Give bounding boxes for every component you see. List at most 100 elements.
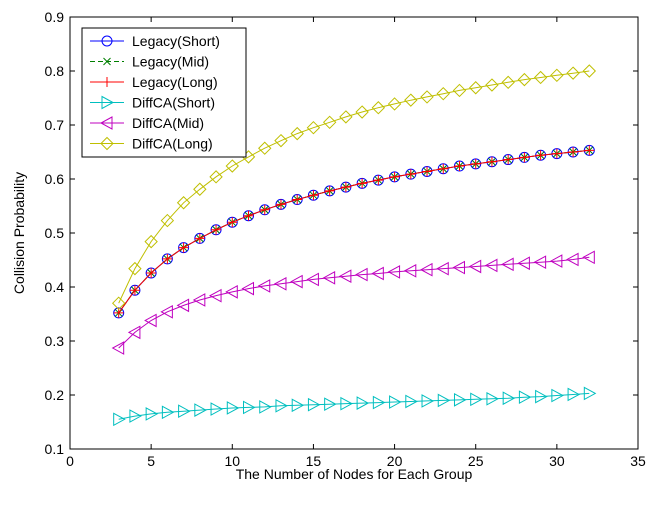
data-point — [422, 166, 433, 177]
data-point — [144, 234, 158, 249]
legend: Legacy(Short) Legacy(Mid) Legacy(Long) Diff… — [81, 27, 247, 158]
data-point — [469, 81, 483, 95]
data-point — [535, 150, 546, 161]
data-point — [324, 185, 335, 196]
data-point — [517, 72, 532, 87]
data-point — [290, 274, 303, 289]
data-point — [194, 233, 205, 244]
x-tick-label: 25 — [468, 453, 484, 469]
data-point — [355, 267, 368, 282]
data-point — [339, 110, 353, 124]
y-tick-label: 0.1 — [45, 441, 65, 457]
legend-marker — [101, 95, 115, 110]
data-point — [259, 400, 272, 414]
data-point — [128, 261, 142, 276]
series-Legacy(Mid) — [114, 146, 594, 317]
data-point — [486, 156, 497, 167]
data-point — [226, 401, 240, 415]
data-point — [452, 83, 467, 98]
data-point — [111, 341, 125, 355]
data-point — [162, 253, 173, 264]
series-line — [118, 392, 590, 420]
data-point — [419, 262, 433, 277]
legend-label: Legacy(Mid) — [132, 54, 209, 70]
data-point — [550, 68, 564, 83]
data-point — [178, 404, 191, 419]
axis-ticks: 0 5 10 15 20 25 30 35 0.1 0.2 0.3 0.4 0.5 0.6 0.7 0.8 0.… — [45, 9, 646, 469]
data-point — [243, 210, 254, 221]
data-point — [227, 217, 238, 228]
data-point — [535, 389, 548, 404]
data-point — [549, 254, 563, 268]
data-point — [387, 97, 402, 111]
data-point — [290, 126, 304, 141]
legend-marker — [99, 116, 113, 130]
data-point — [567, 387, 581, 402]
series-DiffCA(Mid) — [111, 250, 595, 355]
data-point — [405, 169, 416, 180]
legend-marker — [100, 136, 114, 151]
data-point — [178, 242, 189, 253]
data-point — [209, 288, 222, 303]
y-axis-title: Collision Probability — [11, 172, 27, 294]
legend-item: DiffCA(Mid) — [90, 115, 204, 131]
legend-box — [81, 27, 247, 158]
data-point — [470, 392, 483, 407]
legend-label: DiffCA(Long) — [132, 136, 213, 152]
data-point — [306, 120, 321, 135]
data-point — [566, 252, 579, 267]
data-point — [259, 204, 270, 215]
data-point — [273, 276, 287, 291]
data-point — [389, 171, 400, 182]
data-point — [291, 398, 305, 413]
data-point — [452, 260, 465, 275]
data-point — [192, 293, 206, 307]
data-point — [160, 213, 175, 228]
data-point — [210, 402, 224, 416]
data-point — [161, 405, 175, 420]
data-point — [501, 257, 514, 272]
data-point — [582, 64, 597, 78]
data-point — [129, 409, 142, 423]
y-tick-label: 0.3 — [45, 333, 65, 349]
data-point — [338, 269, 352, 284]
data-point — [324, 397, 337, 412]
data-point — [129, 285, 140, 296]
series-DiffCA(Long) — [111, 64, 597, 310]
data-point — [322, 270, 336, 285]
data-point — [194, 403, 207, 417]
series-line — [118, 149, 590, 314]
y-tick-label: 0.2 — [45, 387, 65, 403]
series-line — [118, 149, 590, 314]
legend-label: DiffCA(Short) — [132, 95, 215, 111]
data-point — [113, 412, 126, 427]
data-point — [371, 266, 384, 281]
data-point — [274, 133, 288, 148]
legend-item: Legacy(Mid) — [90, 54, 209, 70]
legend-marker — [101, 35, 113, 47]
data-point — [533, 70, 548, 85]
x-tick-label: 5 — [147, 453, 155, 469]
y-tick-label: 0.7 — [45, 117, 65, 133]
data-point — [306, 272, 319, 287]
data-point — [468, 259, 482, 274]
data-point — [308, 190, 319, 201]
data-point — [372, 395, 386, 410]
data-point — [454, 161, 465, 172]
data-point — [275, 398, 289, 413]
data-point — [111, 296, 126, 310]
data-point — [275, 199, 286, 210]
series-line — [118, 149, 590, 314]
data-point — [437, 393, 451, 408]
data-point — [584, 145, 595, 156]
data-point — [243, 400, 256, 415]
x-tick-label: 20 — [387, 453, 403, 469]
data-point — [470, 158, 481, 169]
data-point — [146, 267, 157, 278]
data-point — [421, 394, 435, 408]
data-point — [566, 66, 580, 80]
y-tick-label: 0.5 — [45, 225, 65, 241]
y-tick-label: 0.4 — [45, 279, 65, 295]
series-line — [118, 70, 590, 304]
legend-label: Legacy(Long) — [132, 74, 218, 90]
